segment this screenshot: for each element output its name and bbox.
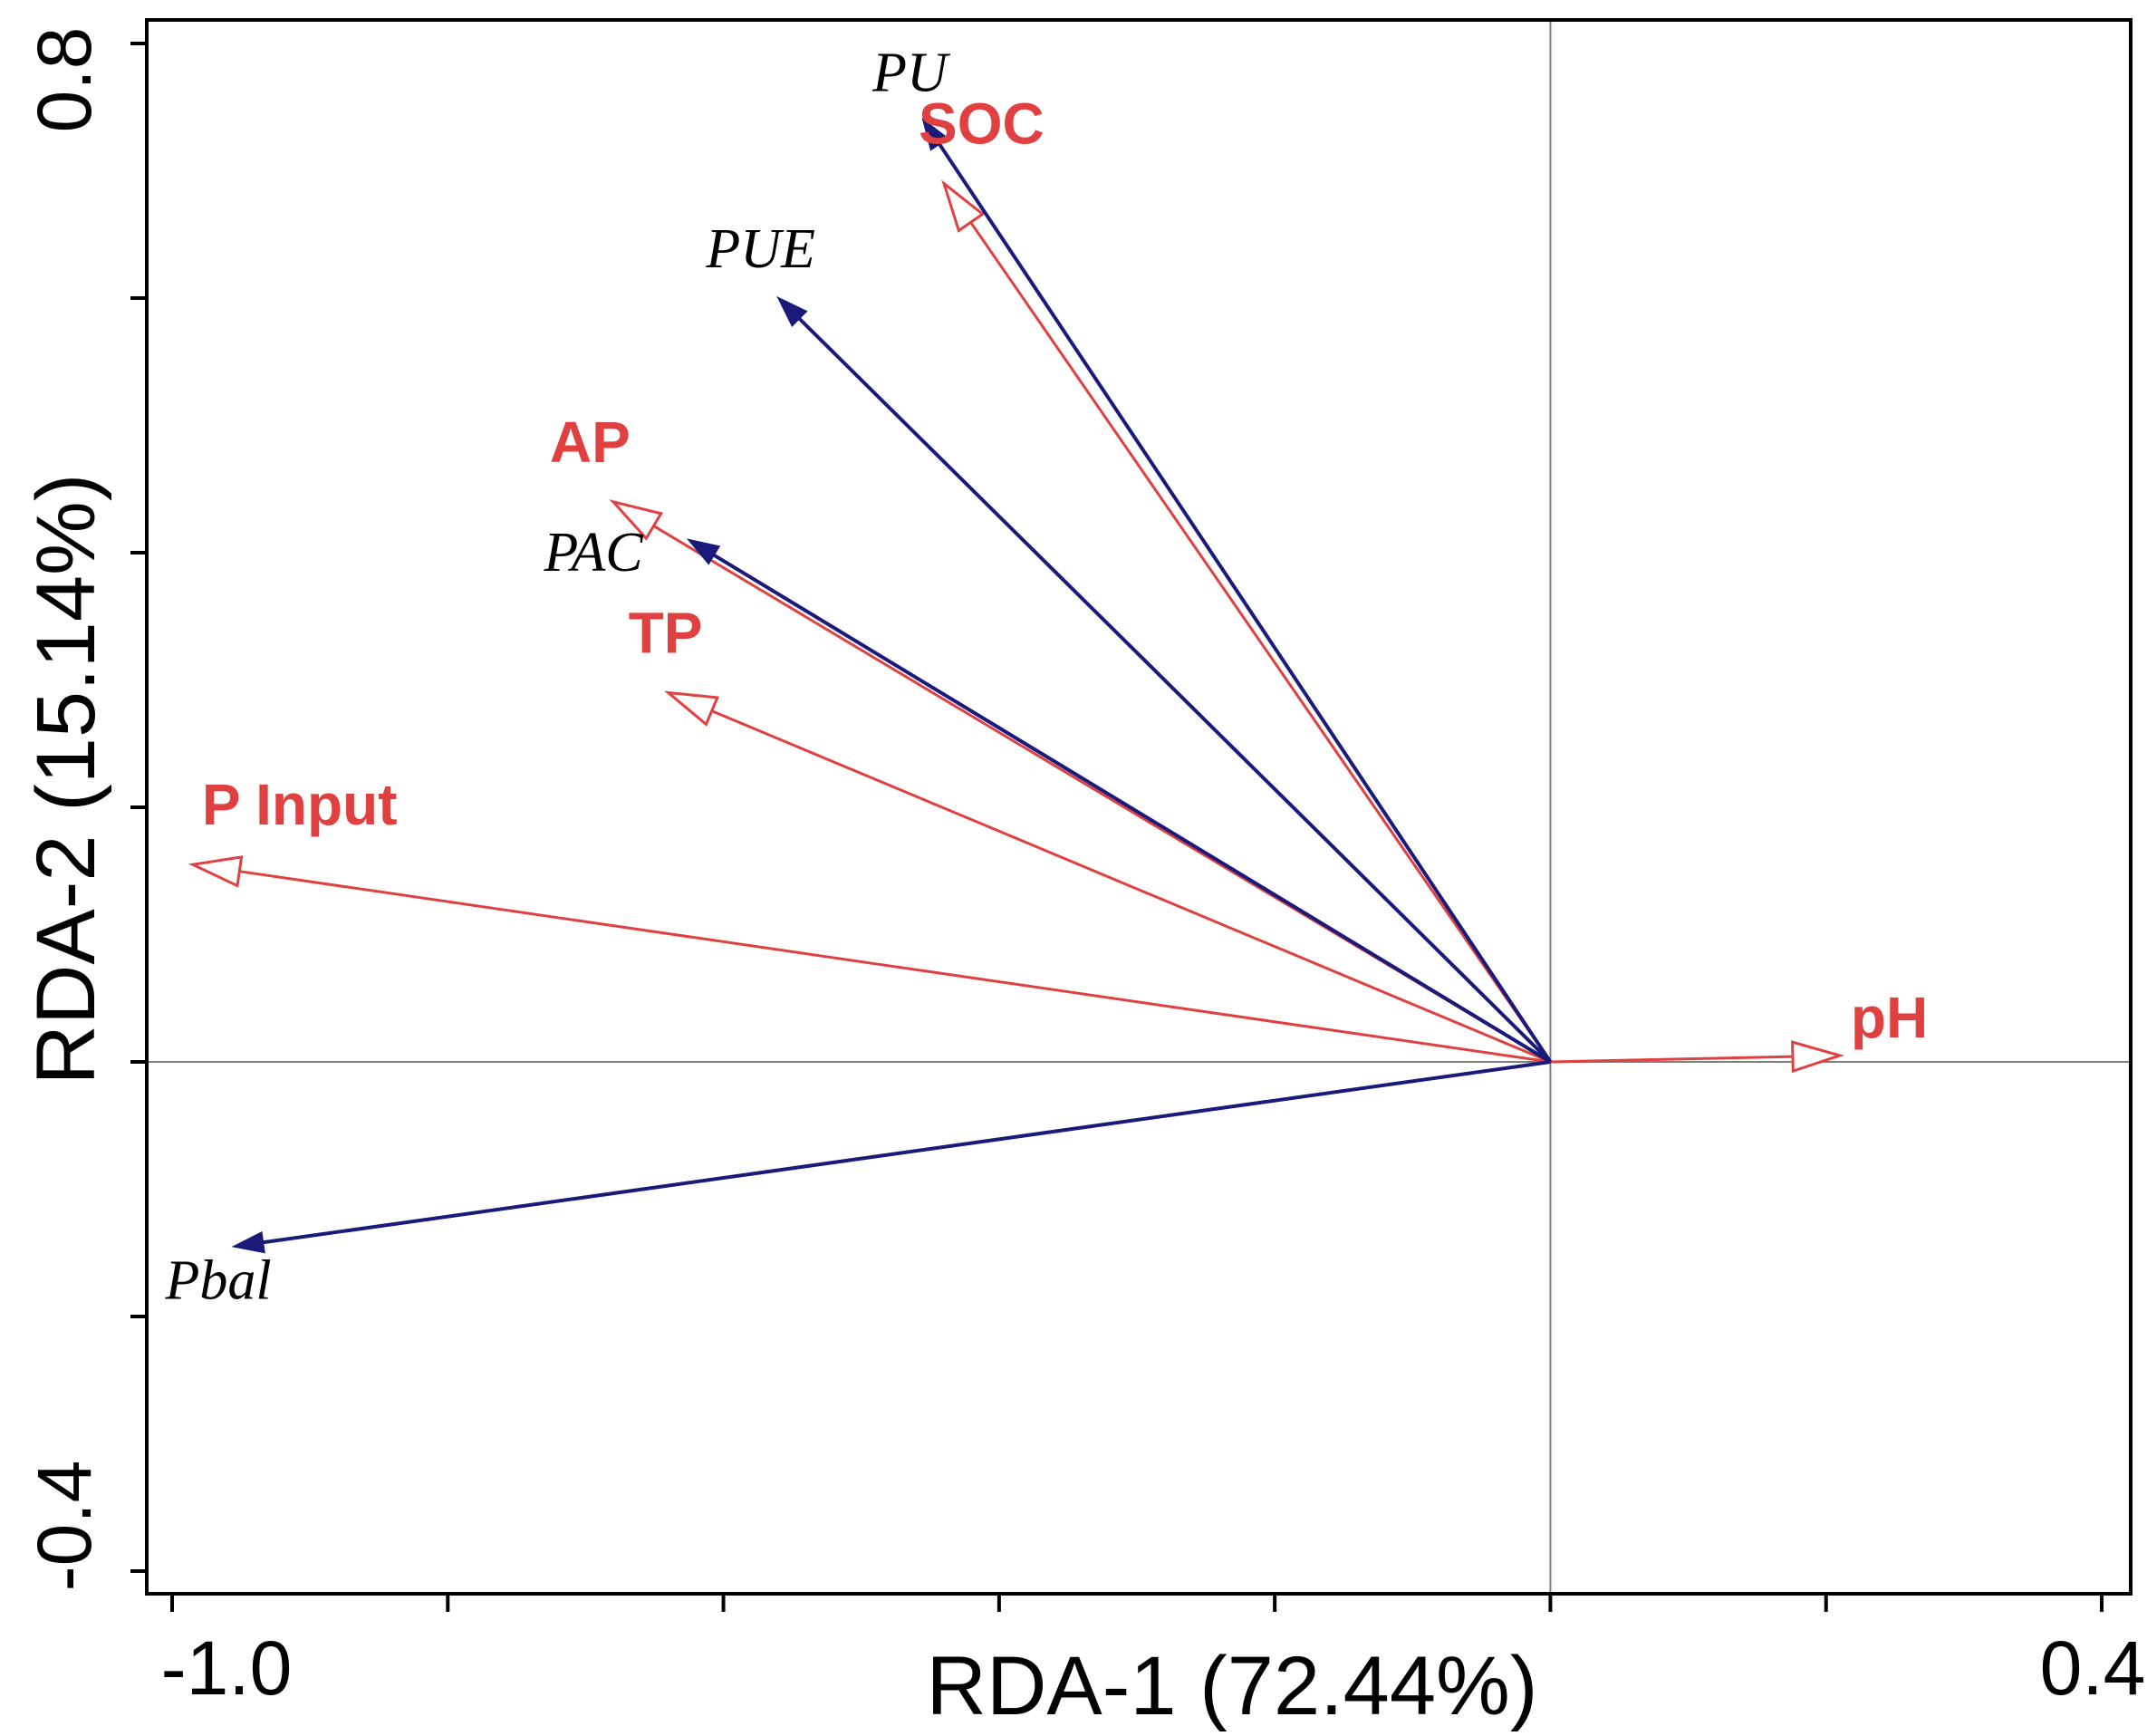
env-vector-head-ph: [1791, 1040, 1845, 1074]
x-axis-title: RDA-1 (72.44%): [927, 1640, 1538, 1732]
resp-label-pu: PU: [871, 42, 951, 103]
env-label-ap: AP: [550, 410, 631, 475]
env-vector-line-soc: [969, 221, 1552, 1063]
env-label-soc: SOC: [919, 92, 1045, 157]
env-label-tp: TP: [629, 601, 703, 666]
resp-vector-line-pbal: [262, 1060, 1551, 1245]
env-label-ph: pH: [1851, 985, 1928, 1050]
vectors: [188, 117, 1845, 1254]
env-vector-head-soc: [941, 179, 986, 233]
env-label-p-input: P Input: [202, 772, 398, 837]
resp-vector-head-pu: [921, 117, 949, 151]
env-vector-head-ap: [609, 499, 664, 541]
resp-vector-line-pu: [938, 142, 1553, 1064]
resp-vector-head-pbal: [231, 1230, 265, 1254]
env-vector-line-tp: [711, 709, 1552, 1064]
env-vector-line-p-input: [239, 870, 1551, 1064]
resp-label-pue: PUE: [705, 218, 815, 280]
env-vector-head-tp: [664, 690, 720, 727]
vector-labels: SOC AP TP P Input pH PU PUE PAC Pbal: [164, 42, 1928, 1311]
y-tick-label-min: -0.4: [22, 1461, 107, 1592]
env-vector-head-p-input: [188, 855, 244, 888]
x-tick-label-min: -1.0: [161, 1625, 293, 1711]
env-vector-line-ph: [1550, 1055, 1793, 1064]
resp-label-pbal: Pbal: [164, 1250, 271, 1312]
resp-vector-line-pac: [712, 553, 1552, 1064]
x-tick-label-max: 0.4: [2040, 1625, 2146, 1711]
resp-label-pac: PAC: [544, 522, 644, 583]
y-axis-title: RDA-2 (15.14%): [20, 474, 112, 1085]
resp-vector-head-pue: [776, 295, 808, 328]
resp-vector-line-pue: [797, 317, 1552, 1064]
axis-ticks: [130, 42, 2104, 1612]
y-tick-label-max: 0.8: [22, 27, 107, 133]
resp-vector-head-pac: [686, 538, 721, 565]
